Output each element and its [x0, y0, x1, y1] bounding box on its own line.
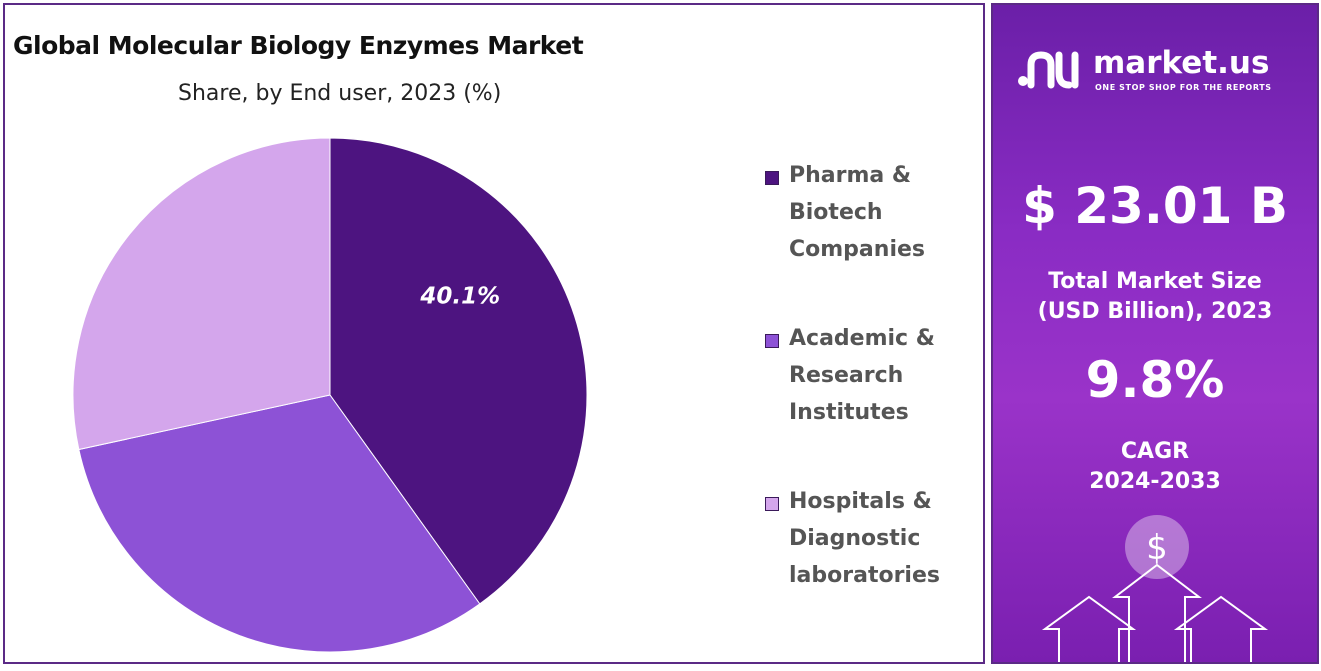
legend-label: Hospitals & Diagnostic laboratories: [789, 483, 969, 594]
legend-label-line: laboratories: [789, 563, 940, 588]
legend-label-line: Diagnostic: [789, 526, 921, 551]
legend-label-line: Biotech: [789, 200, 883, 225]
pie-slice-1: [329, 137, 588, 605]
chart-title: Global Molecular Biology Enzymes Market: [13, 31, 584, 60]
market-size-label: Total Market Size (USD Billion), 2023: [993, 267, 1317, 327]
legend-swatch: [765, 334, 779, 348]
growth-arrows-icon: $: [1041, 515, 1269, 662]
legend-label: Pharma & Biotech Companies: [789, 157, 969, 268]
legend-label: Academic & Research Institutes: [789, 320, 969, 431]
slice-label-1: 40.1%: [419, 283, 500, 309]
pie-slice-2: [78, 394, 481, 653]
legend-label-line: Pharma &: [789, 163, 912, 188]
legend-swatch: [765, 497, 779, 511]
chart-card: Global Molecular Biology Enzymes Market …: [3, 3, 985, 664]
brand: market.us ONE STOP SHOP FOR THE REPORTS: [1017, 45, 1307, 95]
legend-label-line: Research: [789, 363, 904, 388]
market-size-value: $ 23.01 B: [1022, 177, 1288, 235]
legend-label-line: Companies: [789, 237, 925, 262]
dollar-symbol: $: [1146, 528, 1168, 568]
pie-chart: 40.1%: [72, 137, 588, 653]
legend-label-line: Institutes: [789, 400, 909, 425]
cagr-label-line-1: CAGR: [1120, 439, 1190, 464]
market-size-label-line-2: (USD Billion), 2023: [1037, 299, 1273, 324]
cagr-value: 9.8%: [1085, 351, 1225, 409]
legend-swatch: [765, 171, 779, 185]
cagr-label-line-2: 2024-2033: [1089, 469, 1221, 494]
chart-subtitle: Share, by End user, 2023 (%): [178, 81, 502, 106]
brand-name: market.us: [1093, 45, 1270, 81]
brand-tagline: ONE STOP SHOP FOR THE REPORTS: [1095, 83, 1272, 92]
summary-panel: market.us ONE STOP SHOP FOR THE REPORTS …: [991, 3, 1319, 664]
market-us-logo-icon: [1018, 51, 1079, 89]
legend-label-line: Academic &: [789, 326, 935, 351]
pie-slice-3: [72, 137, 331, 451]
market-size-label-line-1: Total Market Size: [1048, 269, 1262, 294]
legend-label-line: Hospitals &: [789, 489, 932, 514]
cagr-label: CAGR 2024-2033: [993, 437, 1317, 497]
